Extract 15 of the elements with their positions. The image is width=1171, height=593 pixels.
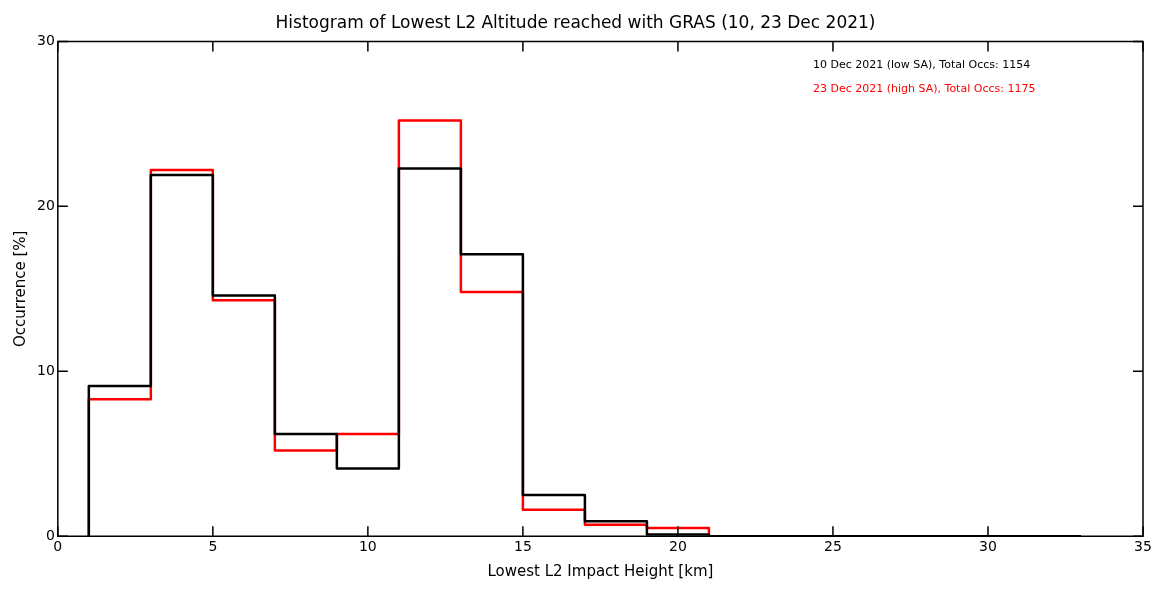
x-tick-label: 5 [208, 538, 218, 555]
chart-title: Histogram of Lowest L2 Altitude reached with GRAS (10, 23 Dec 2021) [275, 11, 876, 32]
legend-label: 10 Dec 2021 (low SA), Total Occs: 1154 [813, 57, 1031, 71]
x-tick-label: 35 [1134, 538, 1152, 555]
y-tick-label: 20 [36, 196, 55, 213]
x-tick-label: 20 [669, 538, 687, 555]
y-axis-title: Occurrence [%] [10, 230, 29, 348]
x-tick-label: 15 [513, 538, 532, 555]
y-tick-label: 10 [36, 361, 55, 378]
y-tick-label: 30 [36, 32, 55, 49]
x-tick-label: 10 [358, 538, 377, 555]
x-axis-title: Lowest L2 Impact Height [km] [487, 561, 714, 580]
text: 23 Dec 2021 (high SA), Total Occs: 1175 [813, 81, 1036, 95]
x-tick-label: 25 [824, 538, 842, 555]
x-tick-label: 30 [979, 538, 997, 555]
